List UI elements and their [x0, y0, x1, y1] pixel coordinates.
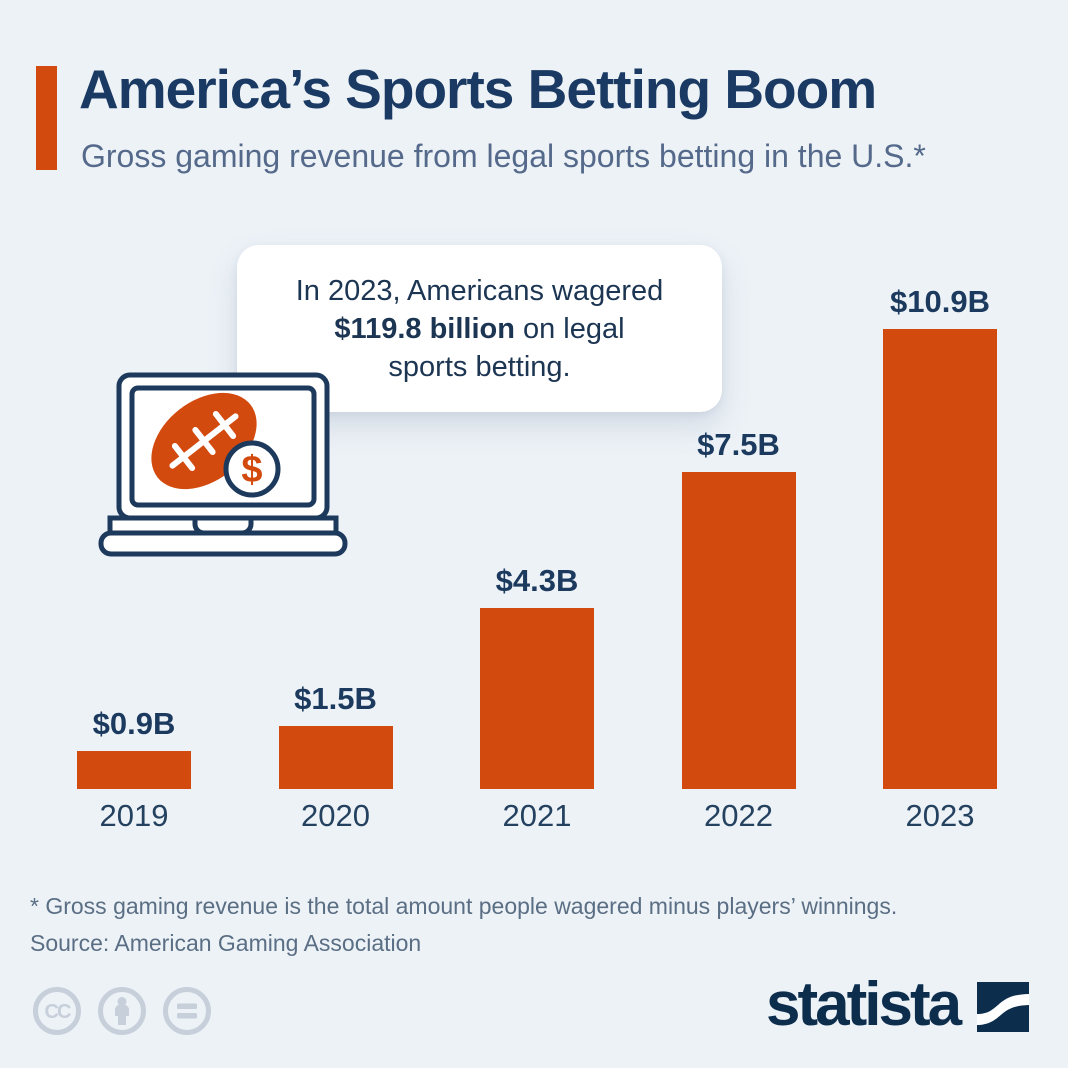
bar-year-label: 2021: [502, 798, 572, 833]
statista-logo: statista: [766, 970, 1030, 1039]
equals-icon: [163, 987, 211, 1035]
bar-value-label: $10.9B: [890, 284, 990, 319]
bar: [278, 726, 393, 789]
bar-year-label: 2019: [99, 798, 169, 833]
bar-value-label: $7.5B: [697, 427, 780, 462]
laptop-icon: $: [98, 366, 348, 558]
statista-wordmark: statista: [766, 970, 962, 1039]
bar-group: $4.3B 2021: [480, 563, 594, 833]
bar-value-label: $1.5B: [294, 681, 377, 716]
svg-text:$: $: [241, 449, 262, 491]
footnote: * Gross gaming revenue is the total amou…: [30, 893, 898, 919]
bar-year-label: 2020: [301, 798, 370, 833]
footer-notes: * Gross gaming revenue is the total amou…: [30, 888, 897, 962]
callout-highlight-value: $119.8 billion: [334, 312, 515, 345]
bar-value-label: $4.3B: [495, 563, 579, 598]
bar-group: $10.9B 2023: [883, 284, 997, 833]
bar: [77, 751, 191, 789]
bar-value-label: $0.9B: [92, 706, 176, 741]
title-accent-bar: [36, 66, 57, 170]
bar: [681, 472, 796, 789]
bar-year-label: 2023: [905, 798, 975, 833]
callout-line-3: sports betting.: [388, 350, 571, 383]
bar-year-label: 2022: [704, 798, 773, 833]
callout-line-2: $119.8 billion on legal: [334, 312, 625, 345]
attribution-person-icon: [98, 987, 146, 1035]
page-subtitle: Gross gaming revenue from legal sports b…: [81, 138, 926, 174]
page-title: America’s Sports Betting Boom: [79, 58, 877, 120]
source-line: Source: American Gaming Association: [30, 930, 422, 956]
dollar-coin-icon: $: [223, 440, 281, 498]
bar-group: $0.9B 2019: [77, 706, 191, 833]
bar: [480, 608, 594, 789]
license-icons: CC: [32, 986, 212, 1036]
bar-group: $7.5B 2022: [681, 427, 796, 833]
bar: [883, 329, 997, 789]
bar-chart: $0.9B 2019 $1.5B 2020 $4.3B 2021 $7.5B 2022 $10.…: [77, 280, 997, 833]
statista-swoosh-icon: [977, 982, 1030, 1032]
bar-group: $1.5B 2020: [278, 681, 393, 833]
svg-text:CC: CC: [45, 1001, 71, 1023]
callout-line-1: In 2023, Americans wagered: [295, 274, 664, 307]
cc-icon: CC: [33, 987, 81, 1035]
